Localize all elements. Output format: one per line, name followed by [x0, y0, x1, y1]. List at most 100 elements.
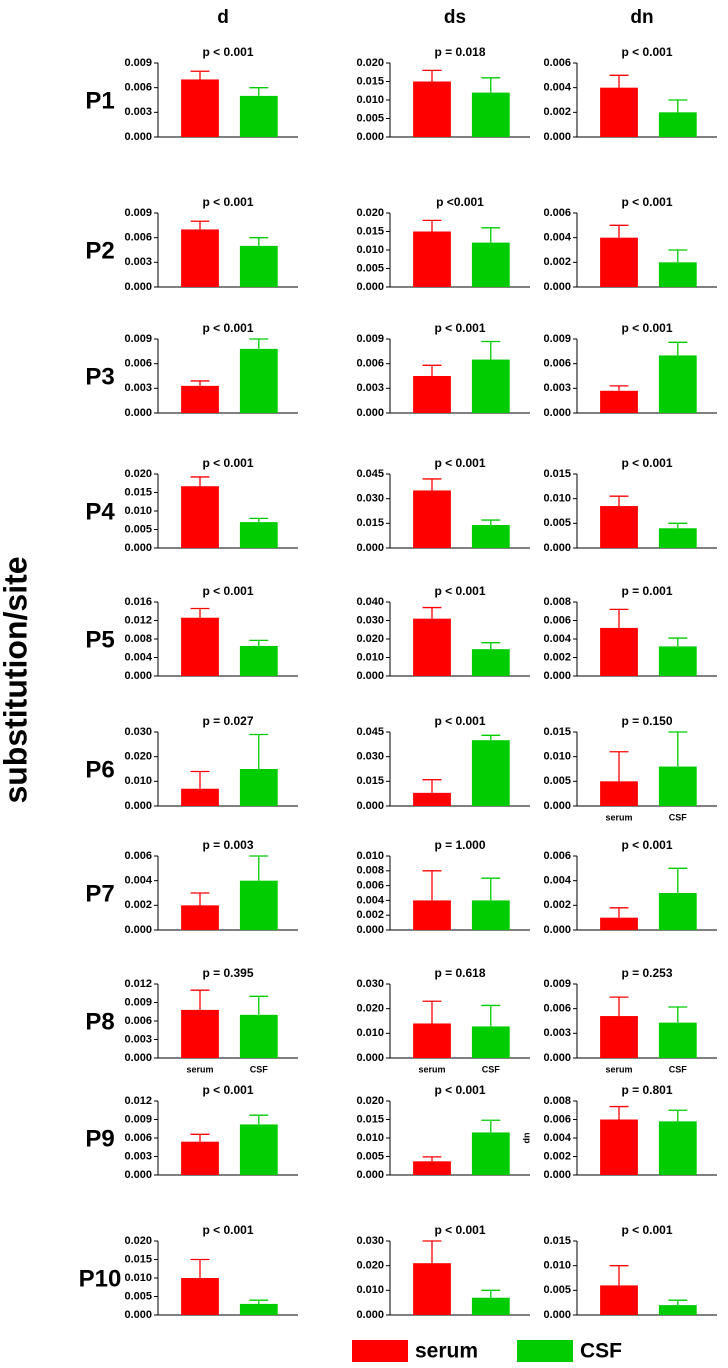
y-tick-label: 0.020 — [356, 57, 384, 69]
y-tick-label: 0.010 — [356, 651, 384, 663]
error-bar — [249, 1114, 269, 1125]
bar — [239, 1014, 278, 1058]
y-tick-label: 0.015 — [356, 225, 384, 237]
y-tick-label: 0.003 — [124, 382, 152, 394]
y-tick-label: 0.006 — [124, 850, 152, 862]
y-tick-label: 0.002 — [543, 1150, 571, 1162]
p-value: p < 0.001 — [434, 456, 485, 470]
y-tick-label: 0.000 — [543, 800, 571, 812]
bar — [471, 649, 510, 676]
p-value: p < 0.001 — [202, 1083, 253, 1097]
p-value: p < 0.001 — [621, 321, 672, 335]
error-bar — [481, 227, 501, 243]
y-tick-label: 0.000 — [356, 1052, 384, 1064]
y-tick-label: 0.000 — [124, 542, 152, 554]
p-value: p < 0.001 — [202, 321, 253, 335]
p-value: p < 0.001 — [434, 1083, 485, 1097]
x-tick-label: CSF — [669, 1064, 688, 1074]
p-value: p = 0.018 — [434, 45, 485, 59]
error-bar — [609, 1105, 629, 1120]
p-value: p = 0.003 — [202, 838, 253, 852]
bar — [413, 792, 451, 806]
p-value: p = 1.000 — [434, 838, 485, 852]
y-tick-label: 0.000 — [356, 1309, 384, 1321]
error-bar — [249, 517, 269, 523]
y-tick-label: 0.005 — [124, 523, 152, 535]
y-tick-label: 0.003 — [124, 256, 152, 268]
y-tick-label: 0.012 — [124, 978, 152, 990]
error-bar — [422, 870, 442, 901]
bar — [658, 1305, 697, 1315]
y-tick-label: 0.015 — [356, 517, 384, 529]
error-bar — [668, 99, 688, 113]
bar — [239, 95, 278, 137]
bar — [471, 740, 510, 806]
error-bar — [481, 519, 501, 525]
y-tick-label: 0.010 — [543, 1260, 571, 1272]
y-tick-label: 0.006 — [124, 232, 152, 244]
bar — [600, 390, 638, 413]
bar — [471, 1026, 510, 1058]
y-tick-label: 0.010 — [543, 751, 571, 763]
p-value: p < 0.001 — [202, 45, 253, 59]
y-tick-label: 0.005 — [356, 112, 384, 124]
row-label: P6 — [85, 756, 114, 783]
bar — [181, 385, 219, 413]
error-bar — [249, 639, 269, 646]
bar — [181, 788, 219, 806]
bar — [658, 1121, 697, 1175]
column-title: ds — [444, 7, 466, 28]
bar — [600, 506, 638, 548]
y-tick-label: 0.010 — [124, 1272, 152, 1284]
p-value: p <0.001 — [436, 195, 484, 209]
y-tick-label: 0.010 — [356, 1132, 384, 1144]
error-bar — [422, 606, 442, 619]
error-bar — [609, 385, 629, 391]
error-bar — [190, 220, 210, 230]
y-tick-label: 0.015 — [543, 468, 571, 480]
y-tick-label: 0.012 — [124, 1095, 152, 1107]
y-tick-label: 0.015 — [356, 775, 384, 787]
y-tick-label: 0.008 — [543, 596, 571, 608]
row-label: P1 — [85, 87, 114, 114]
bar — [413, 376, 451, 413]
x-tick-label: serum — [186, 1064, 213, 1074]
error-bar — [190, 892, 210, 906]
y-tick-label: 0.000 — [124, 281, 152, 293]
error-bar — [609, 1265, 629, 1286]
bar — [413, 618, 451, 676]
x-tick-label: serum — [418, 1064, 445, 1074]
error-bar — [190, 1133, 210, 1142]
bar — [471, 1297, 510, 1315]
bar — [413, 1161, 451, 1175]
p-value: p = 0.001 — [621, 584, 672, 598]
row-label: P10 — [79, 1265, 122, 1292]
y-tick-label: 0.015 — [356, 1113, 384, 1125]
x-tick-label: serum — [605, 812, 632, 822]
error-bar — [249, 855, 269, 881]
bar — [658, 893, 697, 930]
error-bar — [190, 1258, 210, 1278]
y-tick-label: 0.020 — [356, 633, 384, 645]
y-tick-label: 0.020 — [356, 1003, 384, 1015]
y-tick-label: 0.004 — [124, 875, 152, 887]
y-tick-label: 0.003 — [124, 1150, 152, 1162]
y-tick-label: 0.010 — [356, 94, 384, 106]
p-value: p < 0.001 — [202, 456, 253, 470]
y-tick-label: 0.006 — [124, 82, 152, 94]
error-bar — [668, 637, 688, 647]
error-bar — [190, 380, 210, 386]
bar — [239, 348, 278, 413]
error-bar — [481, 340, 501, 360]
y-tick-label: 0.004 — [543, 633, 571, 645]
y-tick-label: 0.008 — [543, 1095, 571, 1107]
bar — [658, 646, 697, 676]
y-tick-label: 0.006 — [356, 880, 384, 892]
p-value: p < 0.001 — [621, 45, 672, 59]
y-tick-label: 0.000 — [124, 800, 152, 812]
bar — [181, 1141, 219, 1175]
bar — [181, 617, 219, 676]
bar — [181, 1278, 219, 1315]
error-bar — [481, 642, 501, 650]
bar — [181, 229, 219, 287]
